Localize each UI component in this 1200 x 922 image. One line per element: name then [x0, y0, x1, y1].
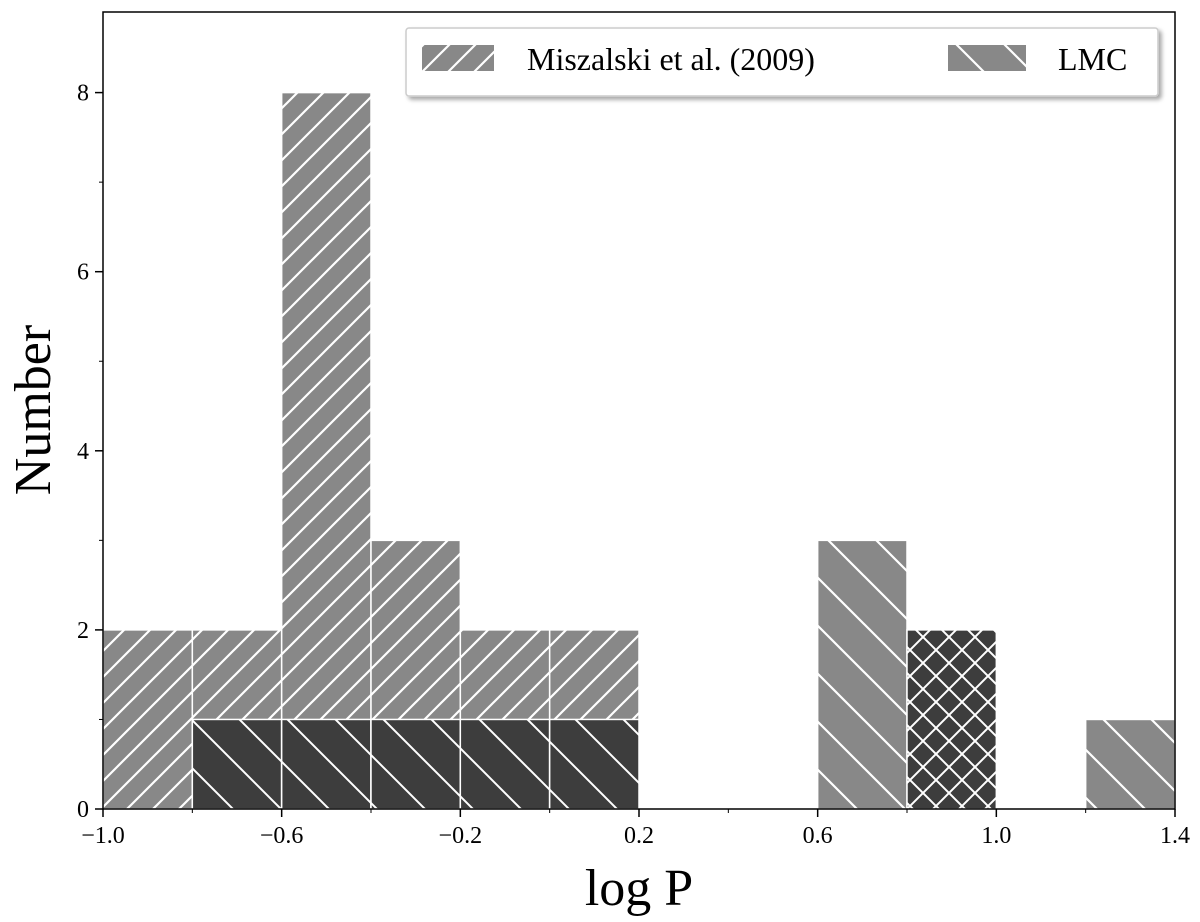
x-axis: −1.0 −0.6 −0.2 0.2 0.6 1.0 1.4 [81, 809, 1190, 849]
bar-overlap [548, 718, 640, 810]
bar-overlap [280, 718, 372, 810]
y-axis-title: Number [5, 325, 62, 495]
legend-swatch-lmc [948, 45, 1026, 71]
bar-overlap [459, 718, 551, 810]
x-tick-label: −0.2 [439, 823, 483, 849]
legend-swatch-miszalski [422, 45, 494, 71]
x-tick-label: −1.0 [81, 823, 125, 849]
x-axis-title: log P [585, 860, 693, 917]
bar-miszalski [280, 91, 372, 810]
legend-label-miszalski: Miszalski et al. (2009) [527, 41, 815, 77]
legend: Miszalski et al. (2009) LMC [405, 27, 1159, 97]
legend-label-lmc: LMC [1058, 41, 1127, 77]
x-tick-label: 0.6 [803, 823, 833, 849]
y-tick-label: 0 [77, 797, 89, 823]
bar-lmc [906, 629, 998, 810]
x-tick-label: −0.6 [260, 823, 304, 849]
x-tick-label: 1.4 [1160, 823, 1190, 849]
bar-lmc [816, 539, 908, 810]
y-tick-label: 6 [77, 260, 89, 286]
bar-miszalski [102, 629, 194, 810]
bar-lmc [1084, 718, 1176, 810]
x-tick-label: 1.0 [981, 823, 1011, 849]
y-axis: 0 2 4 6 8 [77, 81, 103, 823]
bar-overlap [191, 718, 283, 810]
y-tick-label: 8 [77, 81, 89, 107]
bars-layer [102, 91, 1176, 810]
bar-overlap [370, 718, 462, 810]
x-tick-label: 0.2 [624, 823, 654, 849]
y-tick-label: 2 [77, 618, 89, 644]
y-tick-label: 4 [77, 439, 89, 465]
